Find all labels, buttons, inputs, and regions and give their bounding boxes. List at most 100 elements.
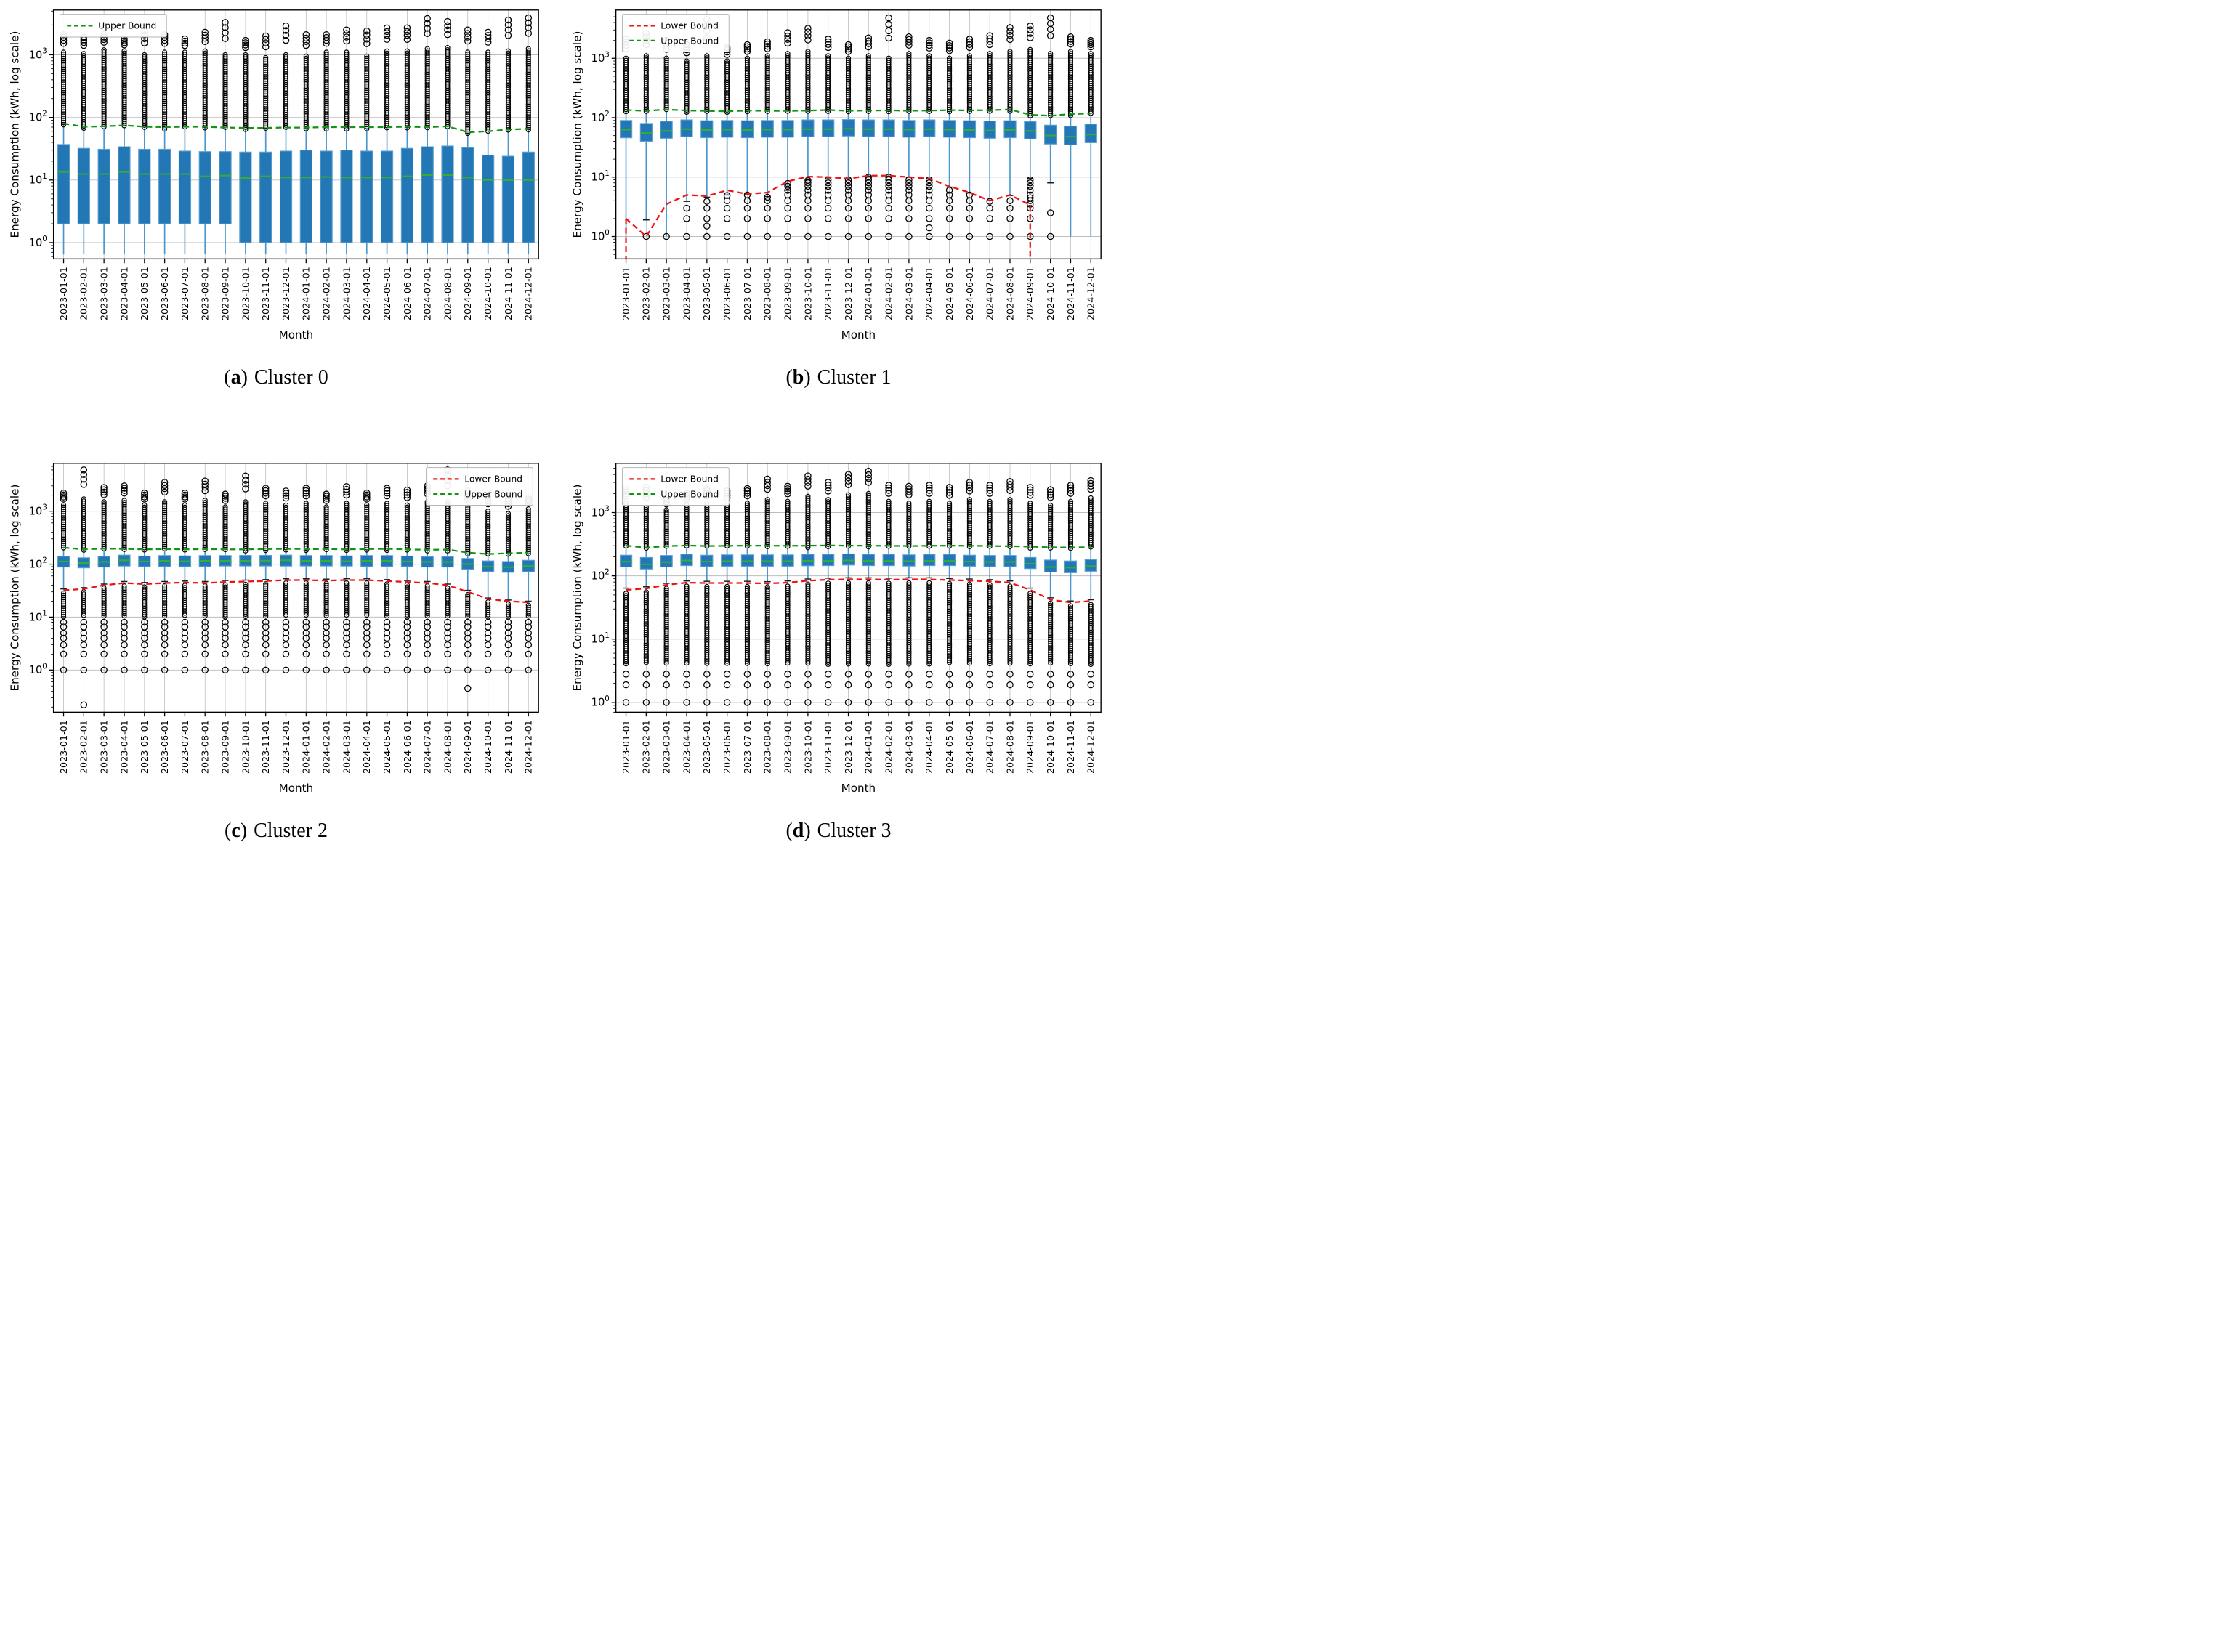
x-axis: 2023-01-01 2023-02-01 2023-03-01 2023-04-01…	[621, 259, 1096, 320]
svg-text:2023-11-01: 2023-11-01	[260, 720, 271, 774]
axes-frame	[615, 9, 1102, 260]
panel-cluster-3: 100 101 102 103 2023-01-01 2023-02-01 2023-03-…	[570, 455, 1107, 843]
axes-frame	[52, 462, 539, 713]
svg-text:2024-04-01: 2024-04-01	[924, 267, 934, 320]
svg-text:2024-10-01: 2024-10-01	[482, 720, 493, 774]
x-axis: 2023-01-01 2023-02-01 2023-03-01 2023-04-01…	[58, 259, 534, 320]
plot-background	[8, 3, 544, 344]
svg-text:2023-06-01: 2023-06-01	[159, 267, 170, 320]
svg-text:2024-07-01: 2024-07-01	[422, 267, 433, 320]
svg-text:2023-03-01: 2023-03-01	[99, 267, 110, 320]
axes-frame	[615, 462, 1102, 713]
legend: Upper Bound	[59, 14, 167, 38]
svg-text:2024-06-01: 2024-06-01	[402, 720, 413, 774]
caption-title: Cluster 3	[817, 819, 892, 842]
svg-text:2023-04-01: 2023-04-01	[118, 720, 129, 774]
panel-cluster-1: 100 101 102 103 2023-01-01 2023-02-01 2023-03-…	[570, 3, 1107, 389]
svg-text:2023-02-01: 2023-02-01	[641, 267, 652, 320]
upper-bound-line	[626, 544, 1091, 548]
caption-letter: d	[792, 819, 804, 842]
svg-text:2024-08-01: 2024-08-01	[1004, 267, 1015, 320]
svg-text:2023-08-01: 2023-08-01	[762, 267, 773, 320]
whiskers	[623, 547, 1094, 602]
svg-text:2023-10-01: 2023-10-01	[240, 720, 251, 774]
y-axis-label: Energy Consumption (kWh, log scale)	[9, 31, 22, 238]
plot-background	[570, 3, 1107, 344]
svg-text:2023-12-01: 2023-12-01	[843, 267, 854, 320]
svg-text:Upper Bound: Upper Bound	[98, 21, 156, 31]
caption-letter: b	[792, 365, 804, 389]
lower-bound-line	[625, 174, 1031, 238]
caption-paren: )	[240, 819, 248, 842]
svg-text:2024-05-01: 2024-05-01	[381, 267, 392, 320]
y-axis-label: Energy Consumption (kWh, log scale)	[571, 484, 584, 691]
caption-paren: (	[224, 365, 231, 389]
caption-letter: c	[231, 819, 241, 842]
svg-text:2024-06-01: 2024-06-01	[964, 267, 975, 320]
svg-text:2024-06-01: 2024-06-01	[402, 267, 413, 320]
upper-bound-line	[63, 122, 529, 134]
svg-text:2024-05-01: 2024-05-01	[381, 720, 392, 774]
svg-text:2024-09-01: 2024-09-01	[462, 720, 473, 774]
svg-text:2023-02-01: 2023-02-01	[78, 267, 89, 320]
svg-text:2024-12-01: 2024-12-01	[1086, 267, 1096, 320]
svg-text:2023-07-01: 2023-07-01	[179, 267, 190, 320]
svg-text:2023-06-01: 2023-06-01	[722, 267, 732, 320]
caption-cluster-0: (a) Cluster 0	[8, 366, 544, 389]
svg-text:2024-08-01: 2024-08-01	[442, 267, 453, 320]
caption-paren: (	[785, 365, 793, 389]
x-axis-label: Month	[841, 328, 876, 341]
svg-text:2024-05-01: 2024-05-01	[944, 267, 955, 320]
svg-text:2023-06-01: 2023-06-01	[159, 720, 170, 774]
svg-text:2023-05-01: 2023-05-01	[139, 720, 150, 774]
svg-text:2023-12-01: 2023-12-01	[280, 267, 291, 320]
svg-text:2024-04-01: 2024-04-01	[361, 720, 372, 774]
svg-text:2024-01-01: 2024-01-01	[301, 720, 312, 774]
svg-text:2023-11-01: 2023-11-01	[260, 267, 271, 320]
panel-cluster-2: 100 101 102 103 2023-01-01 2023-02-01 2023-03-…	[8, 455, 544, 843]
x-axis-label: Month	[841, 782, 876, 795]
svg-text:2024-09-01: 2024-09-01	[462, 267, 473, 320]
caption-title: Cluster 0	[254, 365, 328, 389]
svg-text:2023-04-01: 2023-04-01	[681, 267, 692, 320]
svg-text:2023-08-01: 2023-08-01	[200, 267, 211, 320]
boxes	[57, 144, 535, 243]
caption-cluster-3: (d) Cluster 3	[570, 819, 1107, 843]
plot-background	[570, 455, 1107, 798]
plot-background	[8, 455, 544, 798]
x-axis: 2023-01-01 2023-02-01 2023-03-01 2023-04-01…	[58, 712, 534, 774]
caption-title: Cluster 1	[817, 365, 892, 389]
boxes	[57, 554, 535, 573]
upper-bound-line	[626, 108, 1091, 117]
svg-text:2023-03-01: 2023-03-01	[661, 267, 672, 320]
svg-text:2023-01-01: 2023-01-01	[58, 720, 69, 774]
svg-text:2024-09-01: 2024-09-01	[1025, 267, 1035, 320]
caption-paren: )	[804, 819, 811, 842]
svg-text:2024-10-01: 2024-10-01	[482, 267, 493, 320]
whiskers	[60, 548, 532, 602]
svg-text:Upper Bound: Upper Bound	[660, 36, 719, 46]
svg-text:Lower Bound: Lower Bound	[660, 21, 719, 31]
svg-text:2024-03-01: 2024-03-01	[903, 267, 914, 320]
svg-text:2023-05-01: 2023-05-01	[139, 267, 150, 320]
svg-text:2024-11-01: 2024-11-01	[503, 267, 514, 320]
svg-text:2023-12-01: 2023-12-01	[280, 720, 291, 774]
svg-text:2023-09-01: 2023-09-01	[782, 267, 793, 320]
svg-text:2023-10-01: 2023-10-01	[240, 267, 251, 320]
svg-text:2023-07-01: 2023-07-01	[742, 267, 753, 320]
whiskers	[62, 125, 530, 255]
svg-text:2023-08-01: 2023-08-01	[200, 720, 211, 774]
y-axis-label: Energy Consumption (kWh, log scale)	[9, 484, 22, 691]
lower-bound-line	[626, 578, 1091, 604]
svg-text:2023-04-01: 2023-04-01	[118, 267, 129, 320]
boxes	[619, 553, 1097, 573]
caption-paren: )	[241, 365, 248, 389]
svg-text:2024-03-01: 2024-03-01	[341, 720, 352, 774]
legend: Lower Bound Upper Bound	[621, 14, 730, 53]
svg-text:2024-02-01: 2024-02-01	[321, 720, 332, 774]
